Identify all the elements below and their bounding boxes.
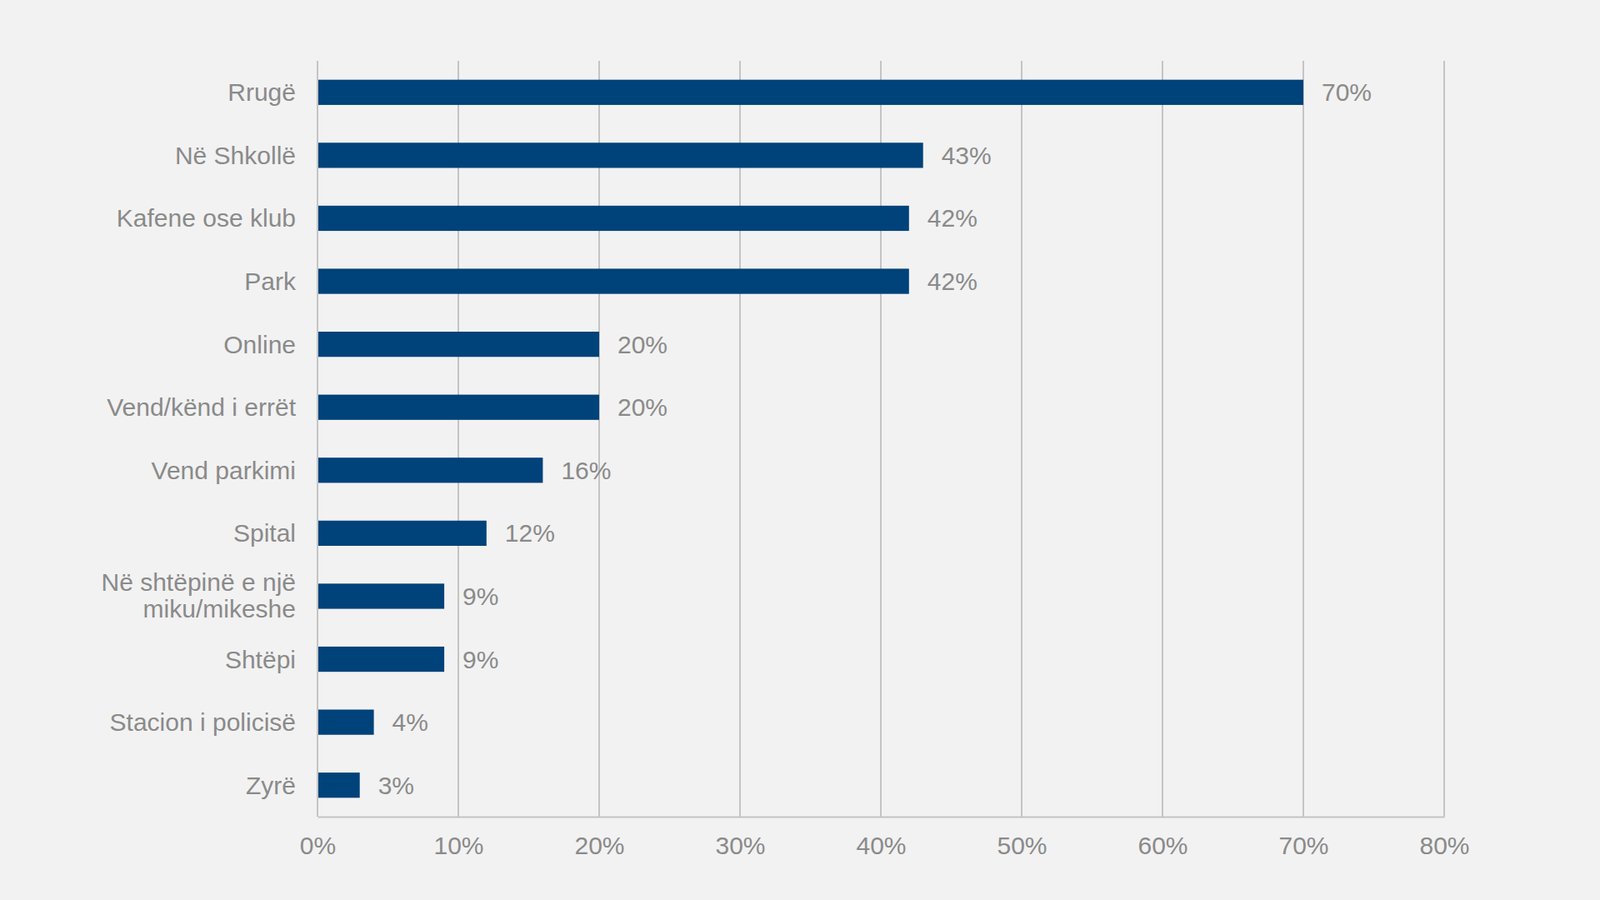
x-axis: 0% 10% 20% 30% 40% 50% 60% 70% 80% bbox=[300, 816, 1470, 860]
tick: 0% bbox=[300, 816, 336, 860]
bar bbox=[318, 457, 543, 483]
category-label: Park bbox=[244, 267, 297, 295]
tick: 70% bbox=[1278, 816, 1329, 860]
tick-label: 80% bbox=[1419, 831, 1470, 860]
grid-line bbox=[1443, 60, 1445, 817]
category-label: Rrugë bbox=[227, 78, 296, 106]
grid-line bbox=[880, 60, 882, 817]
tick: 50% bbox=[996, 816, 1047, 860]
category-label: Shtëpi bbox=[225, 645, 296, 674]
tick-label: 0% bbox=[300, 831, 336, 860]
bar bbox=[318, 583, 445, 609]
category-label: Në Shkollë bbox=[175, 141, 296, 170]
tick-label: 50% bbox=[996, 831, 1047, 860]
tick-label: 60% bbox=[1137, 831, 1188, 860]
data-label: 42% bbox=[927, 204, 978, 232]
data-label: 43% bbox=[941, 141, 992, 170]
bar bbox=[318, 395, 600, 420]
tick-label: 30% bbox=[715, 831, 765, 860]
bar bbox=[318, 331, 600, 357]
tick: 80% bbox=[1419, 816, 1470, 860]
tick: 10% bbox=[433, 816, 484, 860]
bar bbox=[318, 520, 487, 546]
bar bbox=[318, 142, 924, 168]
tick: 60% bbox=[1137, 816, 1188, 860]
data-labels: 70% 43% 42% 42% 20% 20% 16% 12% 9% 9% 4% 3% bbox=[378, 78, 1372, 799]
grid-line bbox=[1161, 60, 1164, 817]
data-label: 3% bbox=[378, 771, 415, 800]
grid-line bbox=[598, 60, 600, 817]
grid bbox=[317, 60, 1445, 817]
bar bbox=[318, 772, 360, 798]
grid-line bbox=[457, 60, 460, 817]
data-label: 4% bbox=[392, 708, 429, 736]
tick-label: 10% bbox=[433, 831, 484, 860]
category-label: Kafene ose klub bbox=[116, 204, 296, 232]
category-label: Spital bbox=[233, 519, 296, 547]
bar bbox=[318, 205, 910, 231]
grid-line bbox=[1302, 60, 1305, 817]
category-label: Vend/kënd i errët bbox=[106, 393, 296, 421]
category-label: Online bbox=[223, 330, 296, 359]
data-label: 20% bbox=[617, 330, 668, 359]
category-label: Zyrë bbox=[245, 771, 296, 800]
bars bbox=[318, 80, 1304, 799]
bar bbox=[318, 80, 1304, 105]
y-axis: Rrugë Në Shkollë Kafene ose klub Park Online… bbox=[101, 78, 297, 799]
tick-label: 20% bbox=[574, 831, 625, 860]
tick: 40% bbox=[855, 816, 906, 860]
category-label: Në shtëpinë e njëmiku/mikeshe bbox=[101, 568, 297, 623]
axis-line bbox=[318, 816, 1445, 819]
bar bbox=[318, 268, 910, 294]
tick-label: 40% bbox=[855, 831, 906, 860]
category-label: Stacion i policisë bbox=[110, 708, 296, 736]
data-label: 9% bbox=[462, 582, 499, 610]
tick: 30% bbox=[715, 816, 765, 860]
bar bbox=[318, 646, 445, 672]
chart: 0% 10% 20% 30% 40% 50% 60% 70% 80% Rrugë Në Shkoll… bbox=[0, 0, 1600, 900]
grid-line bbox=[1020, 60, 1023, 817]
bar bbox=[318, 710, 375, 735]
data-label: 12% bbox=[505, 519, 555, 547]
data-label: 16% bbox=[560, 456, 611, 485]
data-label: 42% bbox=[927, 267, 978, 295]
data-label: 9% bbox=[462, 645, 499, 674]
tick-label: 70% bbox=[1278, 831, 1329, 860]
data-label: 70% bbox=[1321, 78, 1372, 106]
grid-line bbox=[739, 60, 741, 817]
grid-line bbox=[316, 60, 319, 817]
tick: 20% bbox=[574, 816, 625, 860]
data-label: 20% bbox=[617, 393, 668, 421]
category-label: Vend parkimi bbox=[151, 456, 296, 485]
